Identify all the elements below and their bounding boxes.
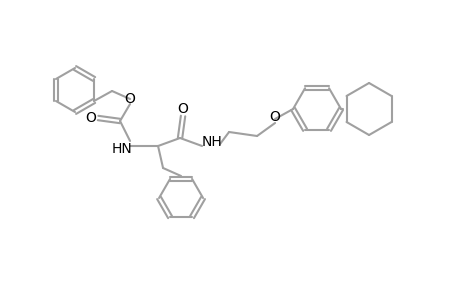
Text: O: O — [177, 102, 188, 116]
Text: O: O — [269, 110, 280, 124]
Text: HN: HN — [112, 142, 132, 156]
Text: NH: NH — [201, 135, 222, 149]
Text: O: O — [85, 111, 96, 125]
Text: O: O — [124, 92, 135, 106]
